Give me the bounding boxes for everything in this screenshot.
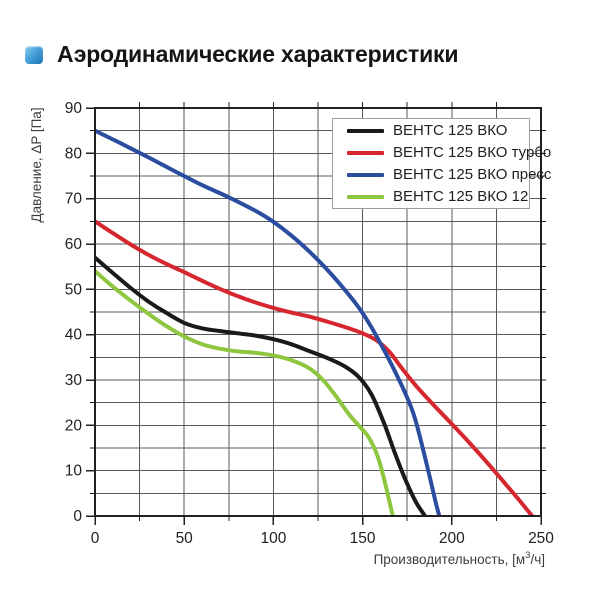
legend-label: ВЕНТС 125 ВКО пресс (393, 166, 552, 183)
legend-label: ВЕНТС 125 ВКО 12 (393, 188, 529, 205)
legend-item-2: ВЕНТС 125 ВКО пресс (347, 166, 551, 183)
y-axis-tick-label: 40 (65, 327, 83, 344)
legend-item-1: ВЕНТС 125 ВКО турбо (347, 144, 551, 161)
legend-swatch-line (347, 128, 384, 133)
y-axis-tick-label: 60 (65, 236, 83, 253)
legend: ВЕНТС 125 ВКО ВЕНТС 125 ВКО турбо ВЕНТС 12… (332, 118, 551, 209)
x-axis-tick-label: 250 (528, 530, 554, 547)
y-axis-title: Давление, ΔP [Па] (29, 107, 44, 222)
legend-item-3: ВЕНТС 125 ВКО 12 (347, 188, 529, 205)
x-axis-title: Производительность, [м3/ч] (374, 550, 545, 567)
plot-frame (94, 107, 542, 517)
series-curves (95, 128, 534, 516)
x-axis-tick-label: 50 (176, 530, 194, 547)
x-axis-tick-label: 200 (439, 530, 465, 547)
legend-swatch-line (347, 150, 384, 155)
y-axis-tick-label: 30 (65, 372, 83, 389)
y-axis-tick-label: 20 (65, 417, 83, 434)
section-bullet-icon (25, 45, 43, 64)
legend-item-0: ВЕНТС 125 ВКО (347, 122, 529, 139)
x-axis-tick-label: 0 (91, 530, 100, 547)
legend-swatch-line (347, 172, 384, 177)
y-axis-tick-label: 70 (65, 191, 83, 208)
y-axis-tick-label: 50 (65, 281, 83, 298)
y-axis-tick-label: 10 (65, 463, 83, 480)
series-line-0 (95, 256, 427, 516)
series-line-3 (95, 269, 395, 516)
series-line-2 (95, 128, 442, 516)
section-header: Аэродинамические характеристики (25, 41, 458, 68)
legend-label: ВЕНТС 125 ВКО (393, 122, 508, 139)
x-axis-tick-label: 100 (260, 530, 286, 547)
legend-label: ВЕНТС 125 ВКО турбо (393, 144, 552, 161)
x-axis-tick-label: 150 (350, 530, 376, 547)
y-axis-tick-label: 0 (73, 508, 82, 525)
legend-swatch-line (347, 194, 384, 199)
y-axis-tick-label: 80 (65, 145, 83, 162)
axis-tick-labels: 0 50 100 150 200 250 0 10 20 30 40 50 60 70 80 90 (65, 100, 555, 547)
page-title: Аэродинамические характеристики (57, 41, 459, 67)
y-axis-tick-label: 90 (65, 100, 83, 117)
series-line-1 (95, 219, 534, 516)
